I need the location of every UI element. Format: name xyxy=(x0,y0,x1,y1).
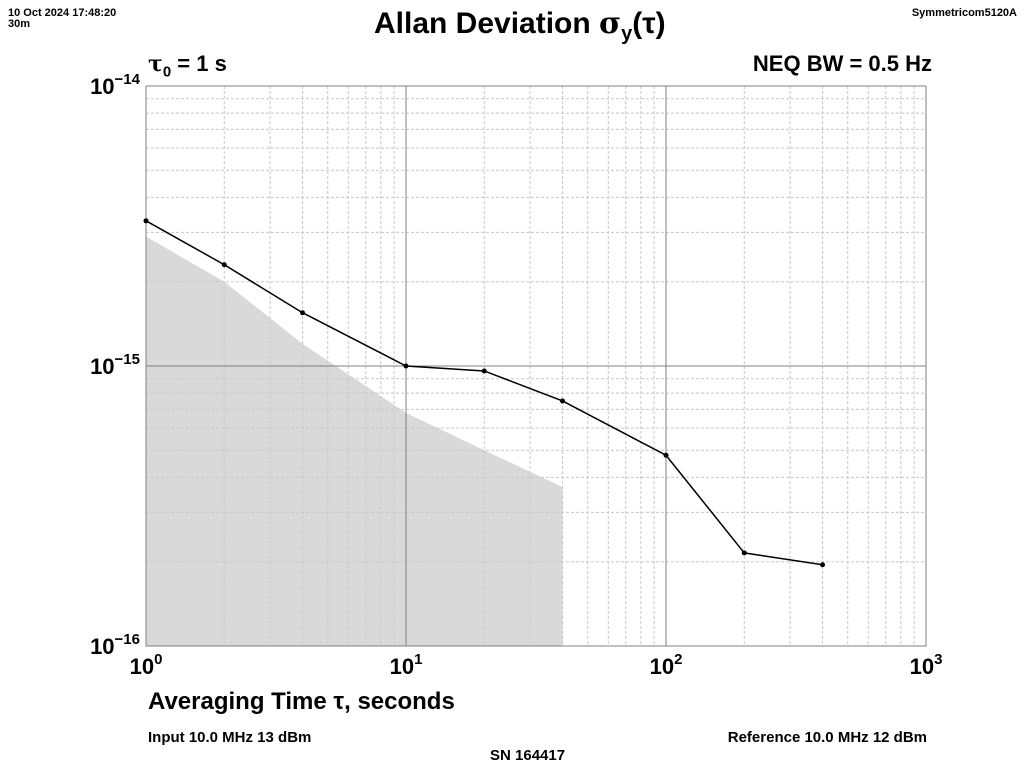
adev-data-point xyxy=(143,218,149,224)
noise-floor-region xyxy=(146,236,563,646)
neq-bw-label: NEQ BW = 0.5 Hz xyxy=(752,51,932,76)
duration: 30m xyxy=(8,18,31,30)
title-sigma: σ xyxy=(599,6,622,41)
adev-data-point xyxy=(221,262,227,268)
x-tick-label: 100 xyxy=(130,651,163,679)
title-sigma-sub: y xyxy=(621,23,633,45)
tau0-value: = 1 s xyxy=(171,51,227,76)
x-axis-label: Averaging Time τ, seconds xyxy=(148,688,455,715)
input-info: Input 10.0 MHz 13 dBm xyxy=(148,729,312,746)
chart-title: Allan Deviation σy(τ) xyxy=(374,6,666,46)
tau0-label: τ0 = 1 s xyxy=(148,51,227,80)
y-tick-label: 10−16 xyxy=(90,631,140,659)
tau0-sub: 0 xyxy=(162,63,172,81)
adev-data-point xyxy=(403,363,409,369)
adev-data-point xyxy=(481,368,487,374)
title-tau: (τ) xyxy=(632,7,666,40)
plot-frame xyxy=(145,85,927,647)
y-tick-label: 10−15 xyxy=(90,351,140,379)
reference-info: Reference 10.0 MHz 12 dBm xyxy=(727,729,927,746)
x-tick-label: 103 xyxy=(910,651,943,679)
title-text: Allan Deviation xyxy=(374,7,600,40)
serial-number: SN 164417 xyxy=(490,747,566,764)
adev-data-point xyxy=(560,398,566,404)
adev-data-point xyxy=(300,310,306,316)
adev-data-point xyxy=(820,562,826,568)
instrument-name: Symmetricom5120A xyxy=(911,7,1017,19)
timestamp: 10 Oct 2024 17:48:20 xyxy=(8,7,117,19)
tau0-symbol: τ xyxy=(148,51,163,77)
x-tick-label: 101 xyxy=(390,651,423,679)
adev-data-point xyxy=(663,452,669,458)
adev-data-point xyxy=(741,550,747,556)
y-tick-label: 10−14 xyxy=(90,71,141,99)
x-tick-label: 102 xyxy=(650,651,683,679)
